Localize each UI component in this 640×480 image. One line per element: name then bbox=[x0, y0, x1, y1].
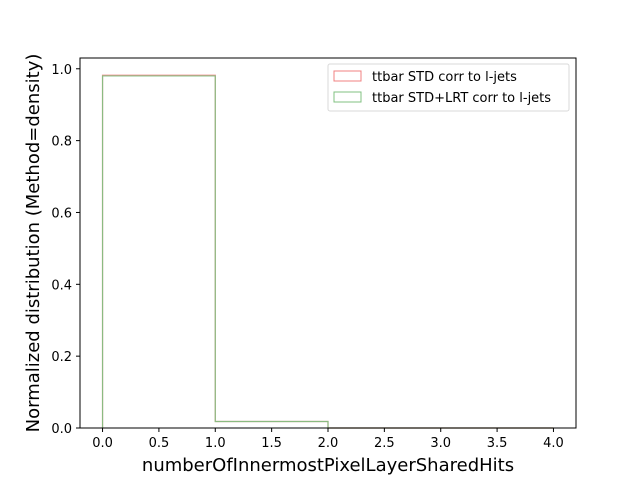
x-tick-label: 3.5 bbox=[487, 436, 508, 451]
x-tick-label: 2.0 bbox=[318, 436, 339, 451]
x-tick-label: 1.5 bbox=[261, 436, 282, 451]
y-tick-label: 0.8 bbox=[51, 135, 72, 150]
legend: ttbar STD corr to l-jets ttbar STD+LRT c… bbox=[327, 63, 570, 112]
legend-swatch-std bbox=[333, 70, 362, 82]
y-tick-label: 1.0 bbox=[51, 63, 72, 78]
legend-box bbox=[327, 63, 570, 112]
x-tick-label: 3.0 bbox=[430, 436, 451, 451]
x-tick-label: 2.5 bbox=[374, 436, 395, 451]
y-axis-title: Normalized distribution (Method=density) bbox=[23, 54, 44, 433]
x-axis-title: numberOfInnermostPixelLayerSharedHits bbox=[142, 455, 514, 476]
legend-label-std: ttbar STD corr to l-jets bbox=[372, 70, 517, 85]
y-tick-label: 0.4 bbox=[51, 278, 72, 293]
legend-swatch-std-lrt bbox=[333, 91, 362, 103]
x-tick-label: 0.5 bbox=[149, 436, 170, 451]
y-tick-label: 0.2 bbox=[51, 350, 72, 365]
x-tick-label: 0.0 bbox=[92, 436, 113, 451]
x-axis: 0.0 0.5 1.0 1.5 2.0 2.5 3.0 3.5 4.0 bbox=[92, 428, 564, 451]
y-tick-label: 0.0 bbox=[51, 422, 72, 437]
legend-label-std-lrt: ttbar STD+LRT corr to l-jets bbox=[372, 91, 551, 106]
y-axis: 0.0 0.2 0.4 0.6 0.8 1.0 bbox=[51, 63, 80, 437]
x-tick-label: 4.0 bbox=[543, 436, 564, 451]
y-tick-label: 0.6 bbox=[51, 206, 72, 221]
x-tick-label: 1.0 bbox=[205, 436, 226, 451]
